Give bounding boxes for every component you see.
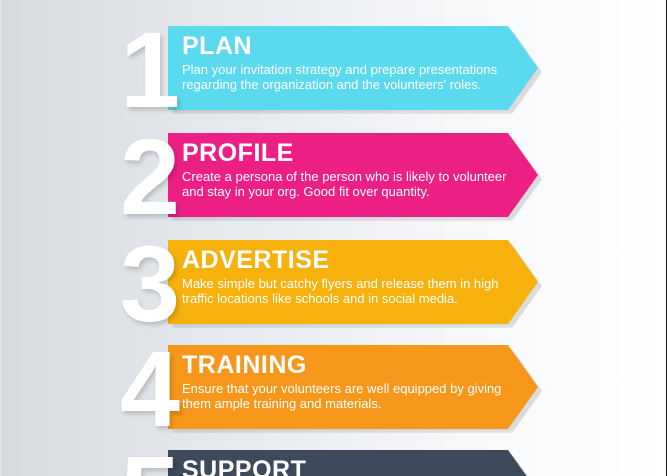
step-description: Make simple but catchy flyers and releas… xyxy=(182,276,499,306)
step-number: 5 xyxy=(120,440,190,476)
step-description: Ensure that your volunteers are well equ… xyxy=(182,381,502,411)
step-support: 5 SUPPORT xyxy=(118,440,558,476)
step-title: ADVERTISE xyxy=(182,246,330,274)
arrow-banner-profile xyxy=(168,133,538,217)
step-profile: 2 PROFILE Create a persona of the person… xyxy=(118,123,558,231)
step-training: 4 TRAINING Ensure that your volunteers a… xyxy=(118,335,558,443)
step-title: PLAN xyxy=(182,32,253,60)
step-number: 4 xyxy=(120,328,180,449)
left-border xyxy=(0,0,1,476)
step-advertise: 3 ADVERTISE Make simple but catchy flyer… xyxy=(118,230,558,338)
arrow-banner-advertise xyxy=(168,240,538,324)
step-description: Plan your invitation strategy and prepar… xyxy=(182,62,498,92)
arrow-banner-plan xyxy=(168,26,538,110)
step-number: 1 xyxy=(120,9,180,130)
step-title: SUPPORT xyxy=(182,456,307,476)
step-plan: 1 PLAN Plan your invitation strategy and… xyxy=(118,16,558,124)
step-number: 2 xyxy=(120,116,180,237)
arrow-banner-training xyxy=(168,345,538,429)
step-description: Create a persona of the person who is li… xyxy=(182,169,507,199)
step-number: 3 xyxy=(120,223,180,344)
step-title: PROFILE xyxy=(182,139,294,167)
step-title: TRAINING xyxy=(182,351,307,379)
arrow-banner-support xyxy=(168,450,538,476)
